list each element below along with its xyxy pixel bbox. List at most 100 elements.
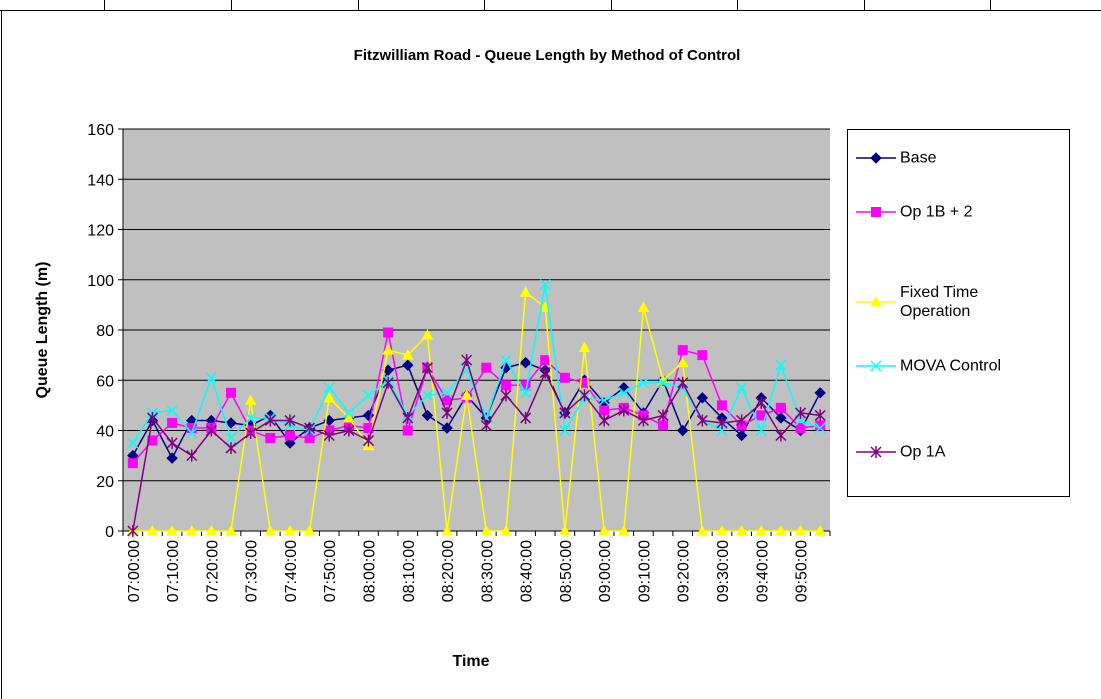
marker (480, 524, 493, 536)
marker (775, 402, 786, 413)
marker (441, 524, 453, 536)
marker (225, 432, 237, 444)
marker (167, 417, 178, 428)
marker (461, 354, 473, 367)
marker (814, 422, 826, 434)
marker (186, 427, 198, 439)
marker (264, 414, 276, 427)
marker (618, 387, 630, 399)
y-axis-label: Queue Length (m) (34, 262, 51, 399)
marker (559, 406, 571, 419)
marker (362, 434, 375, 447)
marker (421, 409, 434, 422)
x-tick-label: 08:30:00 (479, 540, 496, 602)
marker (402, 411, 414, 424)
marker (755, 396, 767, 409)
marker (657, 377, 669, 389)
x-tick-label: 08:50:00 (558, 540, 575, 602)
legend-label: Base (900, 149, 937, 167)
x-tick-label: 09:50:00 (794, 540, 811, 602)
marker (870, 446, 882, 458)
marker (441, 387, 453, 399)
marker (244, 394, 257, 405)
marker (225, 524, 237, 536)
marker (500, 524, 512, 536)
marker (520, 387, 532, 399)
marker (520, 411, 532, 424)
marker (480, 419, 492, 432)
marker (598, 414, 610, 427)
marker (696, 392, 709, 404)
x-tick-label: 09:30:00 (715, 540, 732, 602)
marker (814, 387, 826, 399)
marker (166, 404, 178, 416)
marker (166, 452, 178, 464)
marker (225, 417, 237, 429)
legend-item: MOVA Control (848, 346, 1069, 386)
marker (519, 286, 532, 297)
legend-swatch (856, 207, 896, 217)
x-tick-label: 07:30:00 (244, 540, 261, 602)
marker (382, 376, 394, 389)
marker (284, 414, 296, 427)
marker (186, 449, 198, 462)
marker (870, 295, 882, 307)
legend-item: Op 1B + 2 (848, 192, 1069, 232)
marker (441, 406, 453, 419)
marker (871, 207, 881, 217)
marker (657, 409, 669, 422)
y-tick-label: 160 (87, 122, 114, 139)
marker (146, 524, 159, 536)
legend-label: Fixed Time Operation (900, 284, 979, 320)
marker (697, 350, 708, 361)
marker (559, 372, 570, 383)
y-tick-label: 60 (96, 373, 114, 390)
marker (264, 524, 277, 536)
marker (323, 391, 336, 403)
x-tick-label: 07:20:00 (204, 540, 221, 602)
marker (421, 328, 434, 340)
x-tick-label: 08:00:00 (361, 540, 378, 602)
marker (343, 424, 355, 437)
x-tick-label: 08:10:00 (401, 540, 418, 602)
marker (185, 524, 198, 536)
marker (658, 420, 669, 431)
marker (676, 356, 689, 368)
marker (870, 152, 882, 164)
y-tick-label: 20 (96, 474, 114, 491)
marker (127, 525, 139, 537)
x-tick-label: 09:40:00 (754, 540, 771, 602)
legend-label: Op 1A (900, 443, 946, 461)
marker (775, 412, 787, 424)
marker (814, 524, 827, 536)
marker (677, 424, 689, 437)
x-tick-label: 09:10:00 (636, 540, 653, 602)
marker (382, 344, 394, 355)
marker (166, 524, 178, 536)
marker (226, 387, 237, 398)
marker (421, 389, 433, 401)
marker (677, 345, 688, 356)
marker (637, 414, 649, 427)
x-tick-label: 07:00:00 (126, 540, 143, 602)
marker (284, 437, 296, 449)
marker (559, 524, 571, 536)
legend-item: Base (848, 138, 1069, 178)
x-tick-label: 07:50:00 (322, 540, 339, 602)
marker (304, 421, 316, 434)
x-tick-label: 07:10:00 (165, 540, 182, 602)
legend-label: MOVA Control (900, 357, 1002, 375)
marker (775, 429, 787, 442)
legend-swatch (856, 152, 896, 164)
legend-swatch (856, 360, 896, 372)
marker (402, 425, 413, 436)
legend-item: Op 1A (848, 432, 1069, 472)
marker (284, 430, 295, 441)
marker (166, 437, 178, 450)
marker (755, 424, 767, 437)
marker (284, 524, 296, 536)
marker (618, 404, 630, 417)
